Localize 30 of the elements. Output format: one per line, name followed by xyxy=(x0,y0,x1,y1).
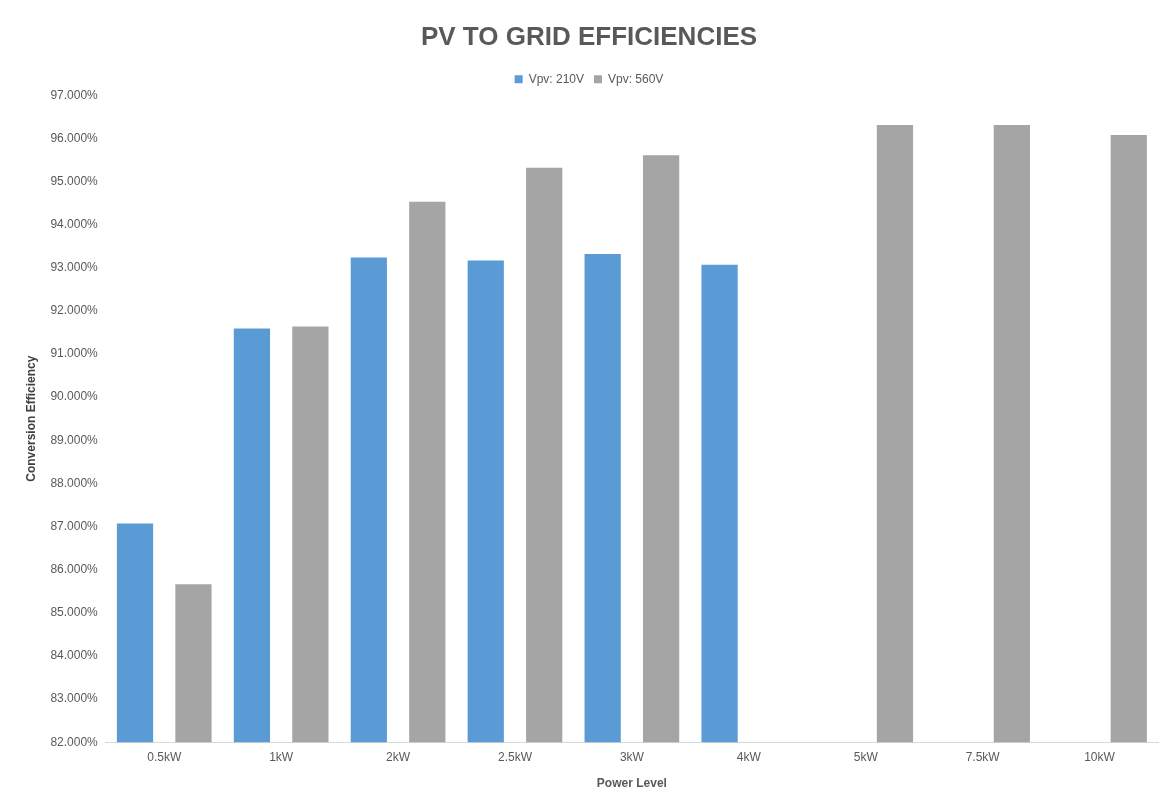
y-tick-label: 82.000% xyxy=(50,734,99,749)
y-tick-label: 94.000% xyxy=(50,216,99,231)
x-tick-label: 3kW xyxy=(619,749,645,764)
y-tick-label: 87.000% xyxy=(50,518,99,533)
y-tick-label: 83.000% xyxy=(50,691,99,706)
y-tick-label: 93.000% xyxy=(50,260,99,275)
y-tick-label: 91.000% xyxy=(50,346,99,361)
y-tick-label: 96.000% xyxy=(50,130,99,145)
x-tick-label: 0.5kW xyxy=(147,749,182,764)
legend-label: Vpv: 210V xyxy=(528,71,584,86)
x-tick-label: 7.5kW xyxy=(965,749,1001,764)
legend-label: Vpv: 560V xyxy=(608,71,664,86)
x-axis-title: Power Level xyxy=(596,776,667,791)
x-tick-label: 5kW xyxy=(853,749,879,764)
y-tick-label: 84.000% xyxy=(50,648,99,663)
y-tick-label: 89.000% xyxy=(50,432,99,447)
y-tick-label: 92.000% xyxy=(50,303,99,318)
y-tick-label: 95.000% xyxy=(50,173,99,188)
x-tick-label: 2kW xyxy=(386,749,411,764)
y-tick-label: 88.000% xyxy=(50,475,99,490)
y-tick-label: 85.000% xyxy=(50,605,99,620)
y-tick-label: 90.000% xyxy=(50,389,99,404)
chart-title: PV TO GRID EFFICIENCIES xyxy=(420,20,758,51)
x-tick-label: 4kW xyxy=(736,749,762,764)
y-axis-title: Conversion Efficiency xyxy=(23,355,38,482)
y-tick-label: 97.000% xyxy=(50,87,99,102)
y-tick-label: 86.000% xyxy=(50,561,99,576)
x-tick-label: 10kW xyxy=(1084,749,1116,764)
x-tick-label: 2.5kW xyxy=(497,749,533,764)
x-tick-label: 1kW xyxy=(269,749,294,764)
